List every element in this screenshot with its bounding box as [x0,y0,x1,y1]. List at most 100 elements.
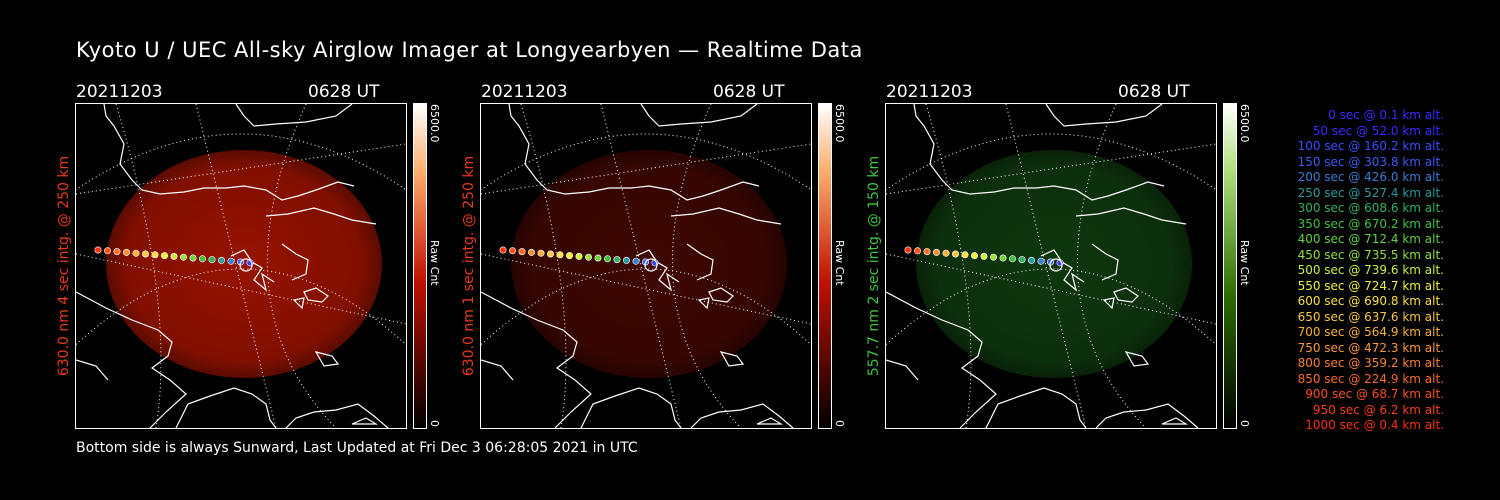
legend-entry: 800 sec @ 359.2 km alt. [1297,356,1444,370]
track-dot [1037,257,1045,265]
track-dot [971,252,979,260]
track-dot [227,257,235,265]
track-dot [623,256,631,264]
panel-2-allsky-image [480,103,812,429]
panel-1-colorbar-unit: Raw Cnt [428,240,441,286]
panel-3-colorbar [1223,103,1237,429]
track-dot [180,253,188,261]
lat-lon-grid [481,104,811,428]
track-dot [161,252,169,260]
legend-entry: 600 sec @ 690.8 km alt. [1297,294,1444,308]
lat-lon-grid [886,104,1216,428]
legend-entry: 150 sec @ 303.8 km alt. [1297,154,1444,169]
track-dot [575,252,583,260]
page-title: Kyoto U / UEC All-sky Airglow Imager at … [76,38,863,62]
track-dot [518,248,526,256]
panel-1-colorbar [413,103,427,429]
track-dot [527,248,535,256]
track-dot [103,247,111,255]
track-dot [613,256,621,264]
panel-1-date: 20211203 [76,82,163,102]
legend-entry: 200 sec @ 426.0 km alt. [1297,170,1444,184]
coastline [886,104,1199,428]
track-dot [499,246,507,254]
legend-entry: 300 sec @ 608.6 km alt. [1297,201,1444,215]
track-dot [132,249,140,257]
station-marker [644,258,658,272]
legend-entry: 50 sec @ 52.0 km alt. [1312,123,1444,138]
panel-1-allsky-image [75,103,407,429]
station-marker [239,258,253,272]
track-dot [508,247,516,255]
coastline [481,104,794,428]
legend-entry: 850 sec @ 224.9 km alt. [1297,371,1444,386]
track-dot [904,246,912,254]
panel-2-colorbar-max: 6500.0 [833,104,846,143]
panel-3-colorbar-max: 6500.0 [1238,104,1251,143]
airglow-image [511,150,787,378]
legend-entry: 1000 sec @ 0.4 km alt. [1305,418,1444,432]
track-dot [952,250,960,258]
track-dot [594,254,602,262]
lat-lon-grid [76,104,406,428]
track-dot [990,253,998,261]
track-dot [547,250,555,258]
panel-1-time: 0628 UT [308,82,380,102]
panel-3-allsky-image [885,103,1217,429]
track-dot [932,248,940,256]
panel-2-colorbar-unit: Raw Cnt [833,240,846,286]
panel-2-colorbar [818,103,832,429]
track-dot [1018,256,1026,264]
track-dot [142,250,150,258]
coastline [76,104,389,428]
legend-entry: 250 sec @ 527.4 km alt. [1297,185,1444,200]
track-dot [1009,255,1017,263]
panel-1-colorbar-min: 0 [428,420,441,427]
track-dot [566,252,574,260]
legend-entry: 500 sec @ 739.6 km alt. [1297,263,1444,277]
footer-note: Bottom side is always Sunward, Last Upda… [76,440,638,456]
legend-entry: 100 sec @ 160.2 km alt. [1297,139,1444,153]
track-dot [913,247,921,255]
panel-3-date: 20211203 [886,82,973,102]
airglow-image [106,150,382,378]
panel-2-map [481,104,811,428]
track-dot [923,248,931,256]
panel-1-colorbar-max: 6500.0 [428,104,441,143]
panel-3-wavelength-label: 557.7 nm 2 sec intg. @ 150 km [866,155,882,377]
track-dot [94,246,102,254]
track-dot [170,252,178,260]
airglow-image [916,150,1192,378]
station-marker [1049,258,1063,272]
track-dot [113,248,121,256]
track-dot [961,251,969,259]
panel-3-colorbar-min: 0 [1238,420,1251,427]
panel-3-map [886,104,1216,428]
track-dot [218,256,226,264]
track-dot [1028,256,1036,264]
panel-2-time: 0628 UT [713,82,785,102]
track-dot [199,255,207,263]
track-dot [999,254,1007,262]
track-dot [208,256,216,264]
track-dot [122,248,130,256]
panel-3-colorbar-unit: Raw Cnt [1238,240,1251,286]
panel-1-wavelength-label: 630.0 nm 4 sec intg. @ 250 km [56,155,72,377]
track-dot [632,257,640,265]
track-dot [980,252,988,260]
legend-entry: 900 sec @ 68.7 km alt. [1305,387,1444,401]
legend-entry: 350 sec @ 670.2 km alt. [1297,216,1444,231]
legend-entry: 450 sec @ 735.5 km alt. [1297,247,1444,262]
track-dot [604,255,612,263]
panel-3-time: 0628 UT [1118,82,1190,102]
panel-2-date: 20211203 [481,82,568,102]
panel-1-map [76,104,406,428]
legend-entry: 0 sec @ 0.1 km alt. [1328,108,1444,122]
track-dot [537,249,545,257]
track-dot [942,249,950,257]
legend-entry: 950 sec @ 6.2 km alt. [1312,402,1444,417]
panel-2-wavelength-label: 630.0 nm 1 sec intg. @ 250 km [461,155,477,377]
altitude-legend: 0 sec @ 0.1 km alt. 50 sec @ 52.0 km alt.… [1262,108,1444,434]
legend-entry: 750 sec @ 472.3 km alt. [1297,340,1444,355]
track-dot [189,254,197,262]
